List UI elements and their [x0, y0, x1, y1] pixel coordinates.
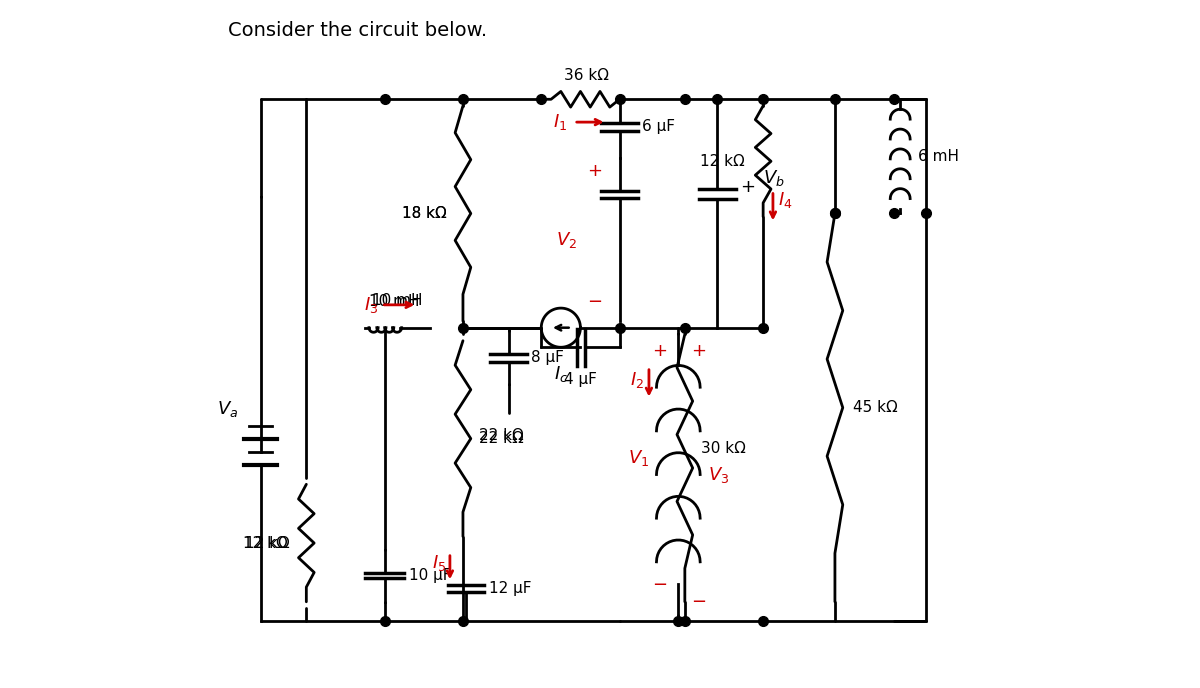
Text: $I_2$: $I_2$ [630, 370, 643, 390]
Text: $I_1$: $I_1$ [553, 112, 568, 132]
Text: $V_2$: $V_2$ [556, 230, 577, 250]
Text: 10 mH: 10 mH [370, 294, 420, 310]
Text: 8 μF: 8 μF [532, 350, 564, 365]
Text: $V_3$: $V_3$ [708, 464, 728, 484]
Text: +: + [740, 178, 755, 196]
Text: 12 kΩ: 12 kΩ [244, 535, 288, 550]
Text: 10 mH: 10 mH [372, 293, 422, 308]
Text: 4 μF: 4 μF [564, 372, 596, 387]
Text: 18 kΩ: 18 kΩ [402, 206, 446, 221]
Text: Consider the circuit below.: Consider the circuit below. [228, 21, 487, 40]
Text: 18 kΩ: 18 kΩ [402, 206, 446, 221]
Text: 6 mH: 6 mH [918, 149, 960, 164]
Text: $I_4$: $I_4$ [778, 191, 793, 211]
Text: $I_5$: $I_5$ [432, 553, 446, 573]
Text: 12 μF: 12 μF [490, 581, 532, 596]
Text: −: − [587, 292, 602, 310]
Text: −: − [653, 577, 667, 594]
Text: $I_c$: $I_c$ [554, 363, 568, 384]
Text: +: + [691, 341, 707, 360]
Text: 22 kΩ: 22 kΩ [479, 431, 524, 446]
Text: 30 kΩ: 30 kΩ [701, 441, 746, 456]
Text: $V_a$: $V_a$ [216, 399, 238, 419]
Text: 12 kΩ: 12 kΩ [700, 154, 745, 169]
Text: 6 μF: 6 μF [642, 119, 676, 134]
Text: 36 kΩ: 36 kΩ [564, 68, 610, 83]
Text: 45 kΩ: 45 kΩ [853, 400, 898, 415]
Text: −: − [691, 593, 707, 611]
Text: $V_b$: $V_b$ [763, 168, 785, 188]
Text: +: + [653, 341, 667, 360]
Text: $I_3$: $I_3$ [364, 295, 378, 315]
Text: $V_1$: $V_1$ [628, 448, 649, 469]
Text: 10 μF: 10 μF [409, 568, 452, 583]
Text: 12 kΩ: 12 kΩ [245, 535, 290, 550]
Text: +: + [587, 162, 602, 180]
Text: 22 kΩ: 22 kΩ [479, 428, 524, 443]
